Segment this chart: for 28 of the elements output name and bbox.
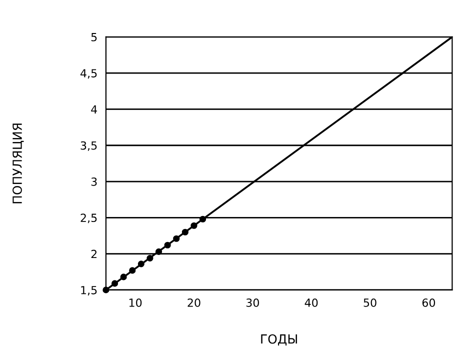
point <box>146 254 154 262</box>
x-tick-label: 20 <box>188 298 200 307</box>
x-tick-label: 50 <box>364 298 376 307</box>
point <box>102 286 110 294</box>
point <box>138 260 144 268</box>
y-tick-label: 2,5 <box>80 214 97 224</box>
x-tick-label: 40 <box>304 298 318 307</box>
y-tick-label: 4 <box>91 105 97 114</box>
point <box>155 248 162 255</box>
point <box>190 222 198 229</box>
y-tick-label: 3,5 <box>80 141 97 151</box>
y-axis-title: ПОПУЛЯЦИЯ <box>12 124 24 204</box>
y-tick-label: 4,5 <box>80 69 97 79</box>
point <box>164 242 171 248</box>
point <box>182 228 188 236</box>
y-tick-label: 1,5 <box>81 286 97 296</box>
point <box>129 267 136 274</box>
y-tick-label: 2 <box>91 250 97 258</box>
point <box>173 235 180 242</box>
x-tick-label: 10 <box>129 298 142 307</box>
x-tick-label: 60 <box>422 298 436 307</box>
y-tick-label: 5 <box>91 33 97 42</box>
x-tick-label: 30 <box>246 298 259 307</box>
x-axis-title: ГОДЫ <box>261 334 297 346</box>
point <box>120 274 127 280</box>
point <box>111 280 118 287</box>
point <box>199 216 206 222</box>
y-tick-label: 3 <box>91 177 97 186</box>
